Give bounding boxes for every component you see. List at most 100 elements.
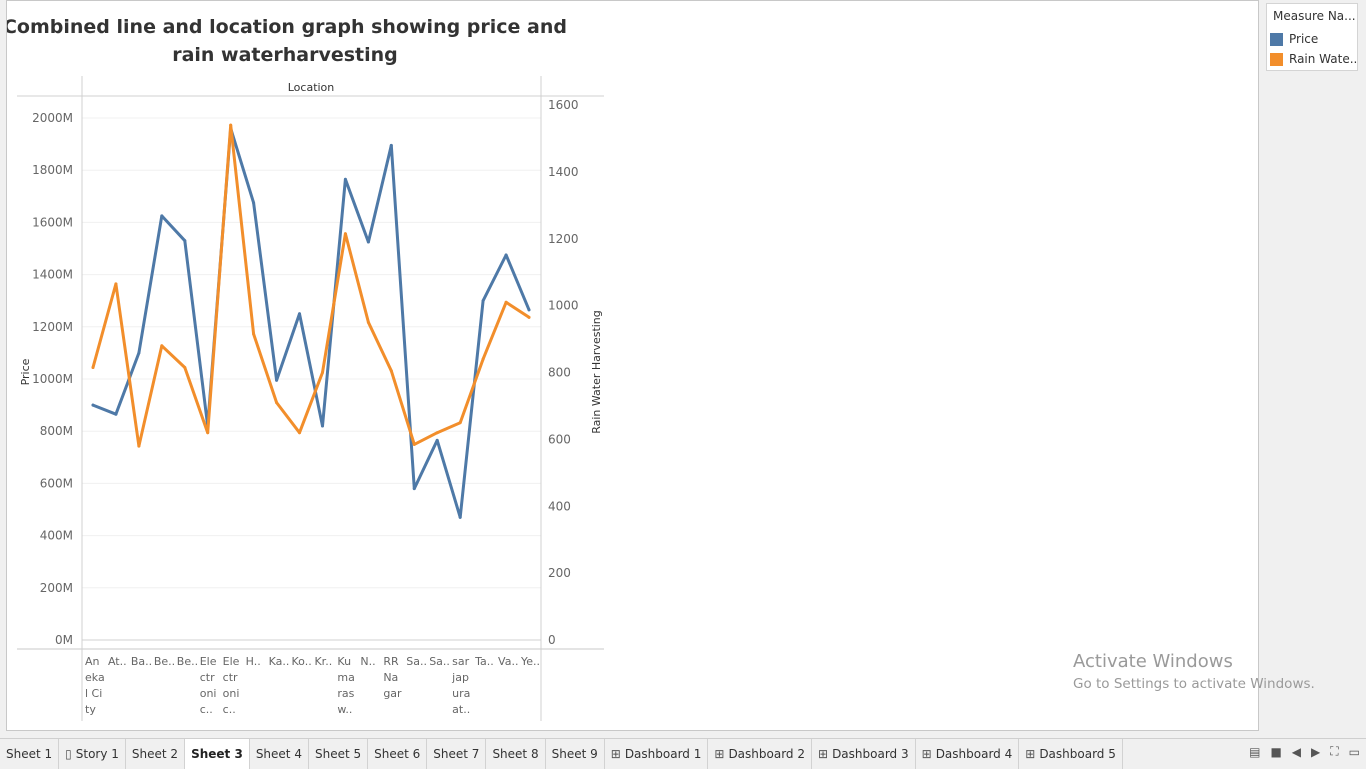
x-category-label: ty	[85, 703, 96, 716]
price-line-point	[160, 214, 163, 217]
tab-sheet-3[interactable]: Sheet 3	[185, 739, 250, 769]
measure-names-legend[interactable]: Measure Na... Price Rain Wate..	[1266, 3, 1358, 71]
x-category-label: ma	[337, 671, 354, 684]
tab-dashboard-2[interactable]: ⊞ Dashboard 2	[708, 739, 812, 769]
legend-label-price: Price	[1289, 32, 1318, 46]
show-filmstrip-icon[interactable]: ▤	[1249, 745, 1260, 759]
y-tick-label: 1800M	[32, 163, 73, 177]
tab-sheet-4[interactable]: Sheet 4	[250, 739, 309, 769]
legend-item-price[interactable]: Price	[1267, 29, 1357, 49]
legend-item-rain-water[interactable]: Rain Wate..	[1267, 49, 1357, 69]
x-category-label: Sa..	[429, 655, 450, 668]
x-category-label: ctr	[223, 671, 238, 684]
x-category-label: eka	[85, 671, 105, 684]
tab-sheet-8[interactable]: Sheet 8	[486, 739, 545, 769]
x-category-label: oni	[200, 687, 217, 700]
tab-dashboard-1[interactable]: ⊞ Dashboard 1	[605, 739, 709, 769]
tab-dashboard-5[interactable]: ⊞ Dashboard 5	[1019, 739, 1123, 769]
rain-water-line-point	[344, 232, 347, 235]
y2-tick-label: 600	[548, 432, 571, 446]
rain-water-line-point	[137, 445, 140, 448]
presentation-mode-icon[interactable]: ⛶	[1330, 744, 1338, 759]
show-tabs-icon[interactable]: ■	[1270, 745, 1281, 759]
y-tick-label: 1400M	[32, 268, 73, 282]
tab-dashboard-4[interactable]: ⊞ Dashboard 4	[916, 739, 1020, 769]
previous-sheet-icon[interactable]: ◀	[1292, 745, 1301, 759]
x-category-label: sar	[452, 655, 469, 668]
rain-water-line-point	[367, 321, 370, 324]
rain-water-line-point	[229, 124, 232, 127]
chart-title-line: Combined line and location graph showing…	[7, 16, 567, 38]
y2-tick-label: 400	[548, 499, 571, 513]
tab-sheet-7[interactable]: Sheet 7	[427, 739, 486, 769]
rain-water-line-point	[482, 358, 485, 361]
x-category-label: ctr	[200, 671, 215, 684]
x-category-label: w..	[337, 703, 352, 716]
y-tick-label: 1600M	[32, 215, 73, 229]
y-tick-label: 400M	[40, 529, 73, 543]
y2-tick-label: 800	[548, 366, 571, 380]
tab-label: Dashboard 5	[1039, 747, 1116, 761]
watermark-line-2: Go to Settings to activate Windows.	[1073, 676, 1315, 692]
rain-water-line-point	[252, 333, 255, 336]
tab-dashboard-3[interactable]: ⊞ Dashboard 3	[812, 739, 916, 769]
rain-water-line-point	[275, 401, 278, 404]
x-category-label: H..	[246, 655, 261, 668]
rain-water-line-point	[436, 431, 439, 434]
watermark-line-1: Activate Windows	[1073, 651, 1315, 672]
tab-sheet-9[interactable]: Sheet 9	[546, 739, 605, 769]
tab-navigation: ▤ ■ ◀ ▶ ⛶ ▭	[1249, 744, 1360, 759]
worksheet-canvas: Combined line and location graph showing…	[6, 0, 1259, 731]
combined-line-chart: Combined line and location graph showing…	[7, 1, 1258, 730]
price-line-point	[183, 239, 186, 242]
tab-label: Sheet 1	[6, 747, 52, 761]
tab-label: Dashboard 2	[728, 747, 805, 761]
y-tick-label: 1200M	[32, 320, 73, 334]
rain-water-line-point	[183, 366, 186, 369]
x-category-label: Va..	[498, 655, 518, 668]
x-category-label: Ele	[200, 655, 217, 668]
price-line-point	[137, 351, 140, 354]
x-category-label: gar	[383, 687, 402, 700]
tab-sheet-5[interactable]: Sheet 5	[309, 739, 368, 769]
y2-axis-title: Rain Water Harvesting	[590, 310, 603, 434]
x-category-label: An	[85, 655, 100, 668]
story-icon: ▯	[65, 747, 72, 761]
price-line-point	[252, 201, 255, 204]
next-sheet-icon[interactable]: ▶	[1311, 745, 1320, 759]
y-tick-label: 600M	[40, 476, 73, 490]
legend-title: Measure Na...	[1267, 4, 1357, 29]
x-category-label: Ko..	[292, 655, 312, 668]
tab-label: Sheet 9	[552, 747, 598, 761]
y-tick-label: 1000M	[32, 372, 73, 386]
y2-tick-label: 200	[548, 566, 571, 580]
legend-swatch-price	[1270, 33, 1283, 46]
tab-story-1[interactable]: ▯ Story 1	[59, 739, 126, 769]
dashboard-icon: ⊞	[611, 747, 621, 761]
price-line-point	[298, 312, 301, 315]
rain-water-line-point	[528, 316, 531, 319]
x-category-label: Na	[383, 671, 398, 684]
x-category-label: Ta..	[474, 655, 494, 668]
dashboard-icon: ⊞	[818, 747, 828, 761]
tab-label: Sheet 6	[374, 747, 420, 761]
tab-sheet-2[interactable]: Sheet 2	[126, 739, 185, 769]
x-axis-title: Location	[288, 81, 335, 94]
rain-water-line-point	[298, 431, 301, 434]
y-tick-label: 200M	[40, 581, 73, 595]
price-line-point	[275, 379, 278, 382]
tab-sheet-1[interactable]: Sheet 1	[0, 739, 59, 769]
tab-label: Sheet 2	[132, 747, 178, 761]
price-line-point	[367, 240, 370, 243]
present-icon[interactable]: ▭	[1349, 745, 1360, 759]
x-category-label: Ye..	[520, 655, 540, 668]
y2-tick-label: 1600	[548, 98, 579, 112]
rain-water-line-point	[321, 371, 324, 374]
rain-water-line-point	[114, 282, 117, 285]
price-line-point	[344, 178, 347, 181]
y2-tick-label: 0	[548, 633, 556, 647]
y2-tick-label: 1200	[548, 232, 579, 246]
tab-sheet-6[interactable]: Sheet 6	[368, 739, 427, 769]
tab-label: Dashboard 3	[832, 747, 909, 761]
x-category-label: ras	[337, 687, 354, 700]
